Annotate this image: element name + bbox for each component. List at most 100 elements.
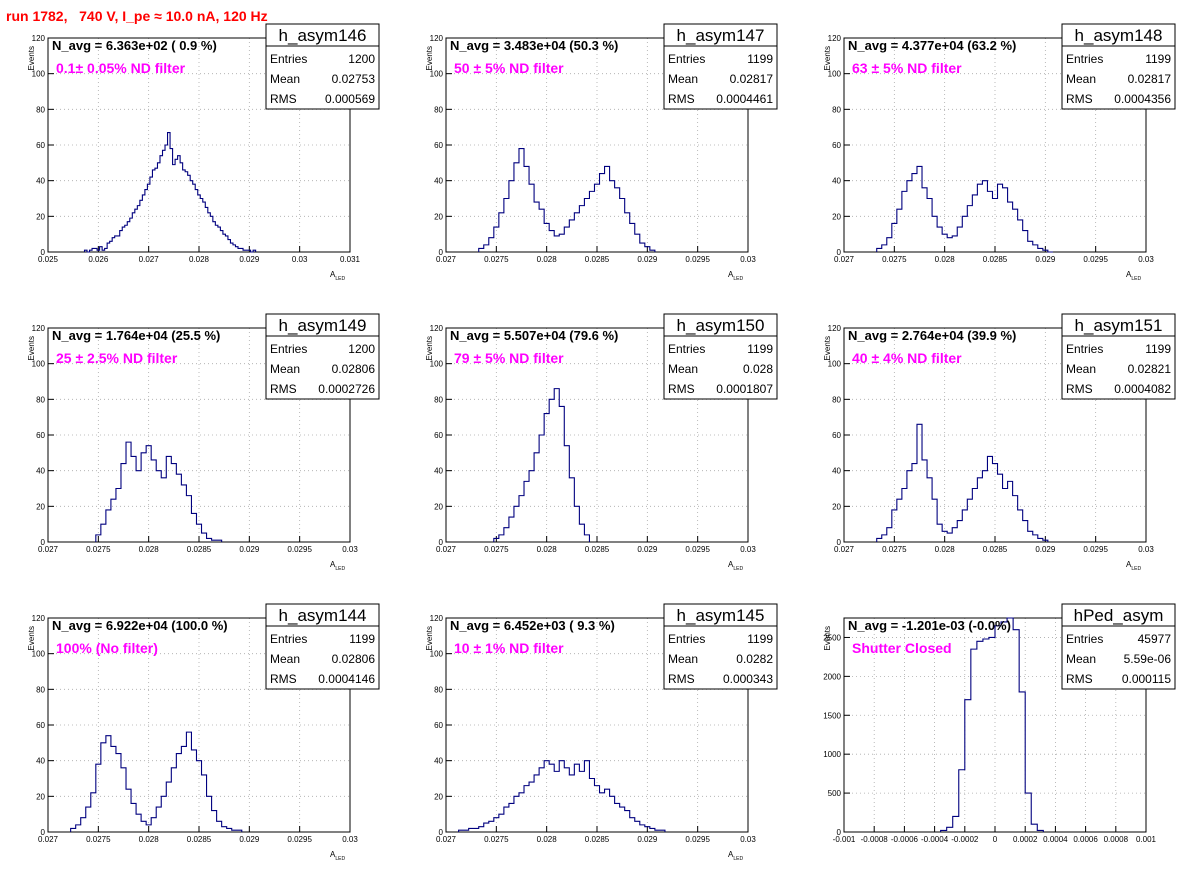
stats-frame [663, 313, 778, 400]
x-tick-label: 0.027 [436, 255, 457, 264]
stats-label: Entries [668, 632, 705, 646]
stats-value: 0.02817 [730, 72, 774, 86]
stats-value: 0.02806 [332, 362, 376, 376]
x-tick-label: 0.03 [1138, 255, 1154, 264]
x-tick-label: 0.03 [342, 545, 358, 554]
y-tick-label: 0 [41, 538, 46, 547]
x-tick-label: 0.029 [239, 255, 260, 264]
stats-label: Mean [1066, 652, 1096, 666]
stats-label: Mean [1066, 72, 1096, 86]
x-tick-label: 0.027 [38, 545, 59, 554]
stats-label: Entries [1066, 342, 1103, 356]
y-tick-label: 0 [439, 828, 444, 837]
y-tick-label: 120 [828, 324, 842, 333]
histogram-line [83, 131, 257, 253]
y-tick-label: 20 [434, 212, 443, 221]
stats-value: 1199 [1145, 342, 1171, 356]
stats-label: RMS [668, 382, 695, 396]
navg-label: N_avg = -1.201e-03 (-0.0%) [848, 618, 1011, 633]
y-tick-label: 120 [32, 614, 46, 623]
y-tick-label: 20 [434, 502, 443, 511]
y-tick-label: 100 [430, 70, 444, 79]
stats-box: h_asym148 Entries 1199 Mean 0.02817 RMS 0.0004… [1061, 23, 1176, 110]
stats-label: Mean [668, 72, 698, 86]
stats-value: 0.0004082 [1114, 382, 1171, 396]
x-tick-label: 0.025 [38, 255, 59, 264]
y-tick-label: 100 [32, 70, 46, 79]
x-tick-label: 0.0275 [882, 255, 907, 264]
y-tick-label: 60 [36, 431, 45, 440]
x-tick-label: 0.028 [935, 255, 956, 264]
y-tick-label: 60 [434, 721, 443, 730]
y-tick-label: 20 [832, 212, 841, 221]
y-tick-label: 80 [36, 685, 45, 694]
histogram-panel: 0.027 0.0275 0.028 0.0285 0.029 0.0295 0.03 0 20… [823, 23, 1176, 282]
stats-value: 0.000569 [325, 92, 375, 106]
stats-value: 1199 [747, 52, 773, 66]
stats-value: 0.028 [743, 362, 773, 376]
y-tick-label: 80 [434, 685, 443, 694]
x-tick-label: 0.0275 [484, 835, 509, 844]
stats-label: Entries [270, 632, 307, 646]
stats-box: hPed_asym Entries 45977 Mean 5.59e-06 RMS 0.00… [1061, 603, 1176, 690]
histogram-line [940, 617, 1044, 832]
x-axis-label-sub: LED [733, 276, 743, 282]
y-axis-label: Events [425, 336, 434, 360]
x-tick-label: -0.0004 [921, 835, 949, 844]
x-tick-label: -0.001 [833, 835, 856, 844]
navg-label: N_avg = 2.764e+04 (39.9 %) [848, 328, 1016, 343]
y-tick-label: 60 [832, 141, 841, 150]
x-tick-label: 0.028 [537, 255, 558, 264]
stats-title: h_asym146 [279, 26, 367, 45]
histogram-panel: 0.027 0.0275 0.028 0.0285 0.029 0.0295 0.03 0 20… [27, 603, 380, 862]
y-axis-label: Events [823, 46, 832, 70]
stats-value: 0.000115 [1122, 672, 1171, 686]
stats-label: Entries [270, 342, 307, 356]
stats-frame [663, 23, 778, 110]
stats-value: 1200 [348, 52, 375, 66]
y-tick-label: 40 [434, 757, 443, 766]
x-tick-label: 0.0275 [484, 255, 509, 264]
y-tick-label: 20 [434, 792, 443, 801]
y-tick-label: 0 [41, 248, 46, 257]
y-tick-label: 120 [32, 324, 46, 333]
x-tick-label: 0.0285 [983, 255, 1008, 264]
y-tick-label: 20 [36, 212, 45, 221]
page-title: run 1782, 740 V, I_pe ≈ 10.0 nA, 120 Hz [6, 8, 268, 24]
histogram-panel: 0.027 0.0275 0.028 0.0285 0.029 0.0295 0.03 0 20… [425, 23, 778, 282]
x-tick-label: 0.0006 [1073, 835, 1098, 844]
stats-value: 0.02817 [1128, 72, 1172, 86]
x-tick-label: 0.0295 [685, 255, 710, 264]
filter-label: 79 ± 5% ND filter [454, 350, 564, 366]
x-axis-label: ALED [1126, 560, 1141, 572]
histogram-panel: 0.027 0.0275 0.028 0.0285 0.029 0.0295 0.03 0 20… [823, 313, 1176, 572]
stats-label: Entries [1066, 632, 1103, 646]
histogram-panel: -0.001 -0.0008 -0.0006 -0.0004 -0.0002 0 0.000… [823, 603, 1176, 844]
x-tick-label: 0.0002 [1013, 835, 1038, 844]
x-tick-label: 0.0295 [1083, 255, 1108, 264]
stats-label: RMS [270, 382, 297, 396]
x-tick-label: 0.028 [537, 835, 558, 844]
x-tick-label: 0.03 [740, 255, 756, 264]
stats-label: Mean [270, 72, 300, 86]
navg-label: N_avg = 6.452e+03 ( 9.3 %) [450, 618, 615, 633]
x-axis-label: ALED [1126, 270, 1141, 282]
filter-label: 40 ± 4% ND filter [852, 350, 962, 366]
y-tick-label: 120 [828, 34, 842, 43]
x-tick-label: -0.0006 [891, 835, 919, 844]
x-tick-label: 0.026 [88, 255, 109, 264]
filter-label: 100% (No filter) [56, 640, 158, 656]
x-tick-label: 0.0295 [287, 545, 312, 554]
x-tick-label: 0.029 [637, 255, 658, 264]
y-tick-label: 40 [832, 177, 841, 186]
y-tick-label: 0 [837, 248, 842, 257]
stats-label: Mean [668, 362, 698, 376]
x-tick-label: 0.0275 [484, 545, 509, 554]
histogram-line [458, 760, 666, 832]
stats-label: Entries [1066, 52, 1103, 66]
stats-box: h_asym144 Entries 1199 Mean 0.02806 RMS 0.0004… [265, 603, 380, 690]
stats-title: h_asym148 [1075, 26, 1163, 45]
x-tick-label: 0.028 [139, 835, 160, 844]
x-axis-label-sub: LED [1131, 566, 1141, 572]
x-tick-label: -0.0008 [861, 835, 889, 844]
